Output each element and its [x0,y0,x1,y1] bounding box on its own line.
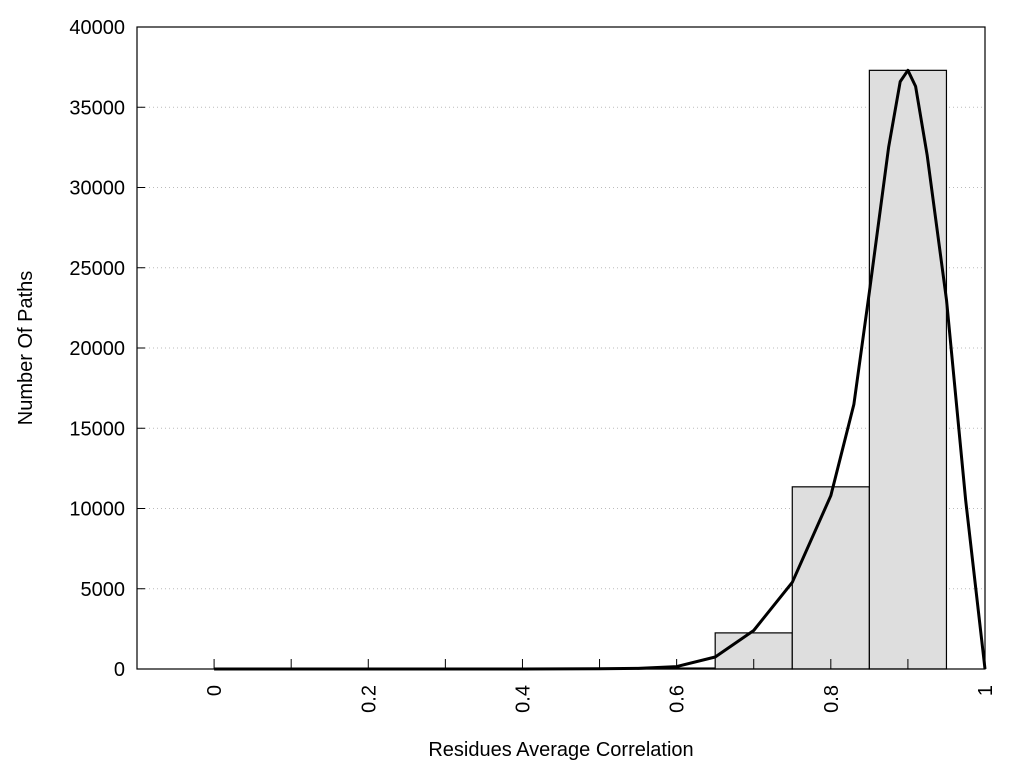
y-tick-label: 15000 [69,418,125,440]
histogram-bar [791,486,870,670]
y-tick-label: 25000 [69,258,125,280]
x-tick-label: 0 [204,685,226,696]
y-tick-label: 0 [114,659,125,681]
y-tick-label: 20000 [69,338,125,360]
x-axis-label: Residues Average Correlation [428,739,693,761]
y-tick-label: 35000 [69,97,125,119]
gridlines [137,106,985,590]
y-tick-label: 30000 [69,178,125,200]
y-tick-label: 40000 [69,17,125,39]
x-tick-label: 0.4 [512,685,534,713]
x-tick-label: 0.2 [358,685,380,713]
y-tick-label: 10000 [69,499,125,521]
x-tick-label: 1 [975,685,997,696]
histogram-bar [868,69,948,670]
x-tick-label: 0.6 [667,685,689,713]
y-tick-label: 5000 [81,579,126,601]
y-axis-label: Number Of Paths [15,271,37,426]
y-axis: 0 5000 10000 15000 20000 25000 30000 35000 40000 [69,17,145,681]
x-tick-label: 0.8 [821,685,843,713]
x-axis: 0 0.2 0.4 0.6 0.8 1 [204,659,997,713]
